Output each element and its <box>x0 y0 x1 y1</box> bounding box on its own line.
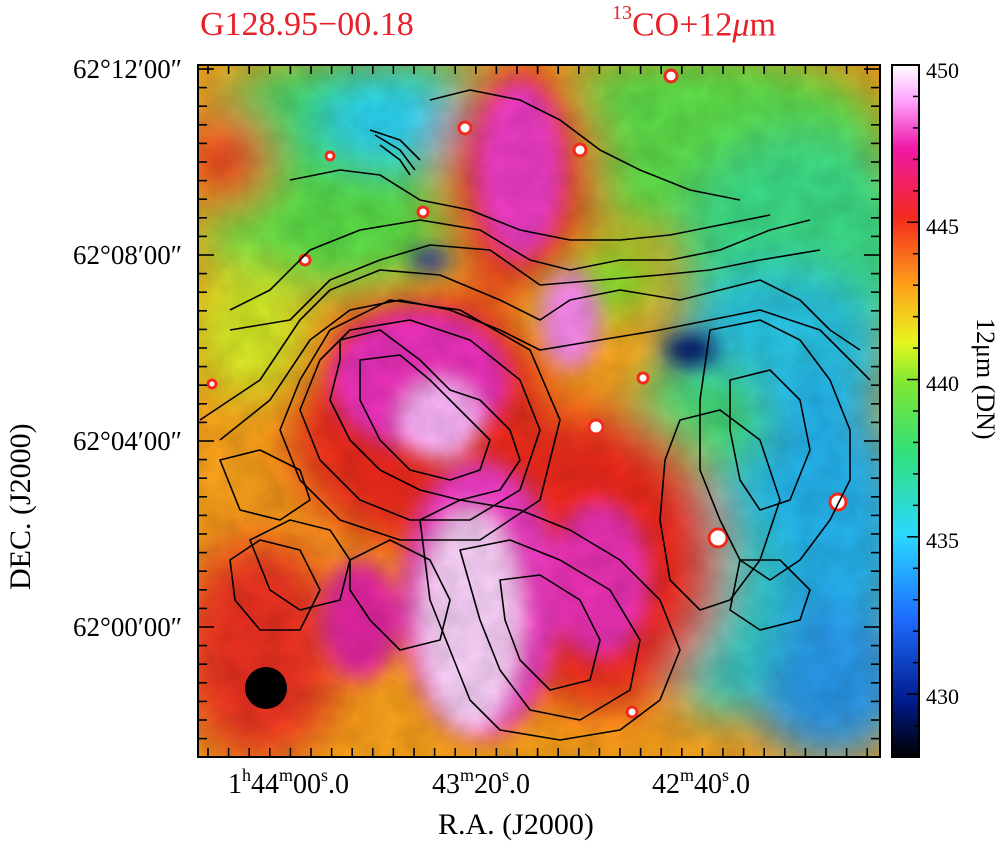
y-tick-labels: 62°12′00″ 62°08′00″ 62°04′00″ 62°00′00″ <box>73 54 182 642</box>
colorbar-ticks <box>907 64 919 758</box>
frame-ticks <box>198 65 880 757</box>
x-tick-label: 43m20s.0 <box>432 765 530 800</box>
y-axis-label: DEC. (J2000) <box>4 423 37 590</box>
plot-frame <box>197 64 881 758</box>
colorbar-label: 12μm (DN) <box>971 318 1000 440</box>
y-tick-label: 62°04′00″ <box>73 426 182 456</box>
colorbar-tick-label: 445 <box>926 214 959 239</box>
heatmap-image <box>198 65 880 757</box>
colorbar-tick-labels: 450 445 440 435 430 <box>926 58 959 709</box>
chart-title-left: G128.95−00.18 <box>200 6 414 43</box>
y-tick-label: 62°00′00″ <box>73 612 182 642</box>
y-tick-label: 62°12′00″ <box>73 54 182 84</box>
co-contours <box>199 89 871 741</box>
x-tick-label: 1h44m00s.0 <box>228 765 349 800</box>
colorbar-tick-label: 430 <box>926 684 959 709</box>
x-axis-label: R.A. (J2000) <box>438 808 594 841</box>
title-main: CO+12 <box>632 6 733 44</box>
y-tick-label: 62°08′00″ <box>73 240 182 270</box>
colorbar-tick-label: 450 <box>926 58 959 83</box>
beam-ellipse <box>245 667 287 709</box>
title-superscript: 13 <box>612 2 632 24</box>
x-tick-labels: 1h44m00s.0 43m20s.0 42m40s.0 <box>228 765 750 800</box>
x-tick-label: 42m40s.0 <box>652 765 750 800</box>
colorbar-tick-label: 435 <box>926 528 959 553</box>
title-mu: μ <box>732 6 750 44</box>
colorbar-tick-label: 440 <box>926 371 959 396</box>
title-end: m <box>749 6 776 44</box>
chart-title-right: 13CO+12μm <box>612 2 776 44</box>
